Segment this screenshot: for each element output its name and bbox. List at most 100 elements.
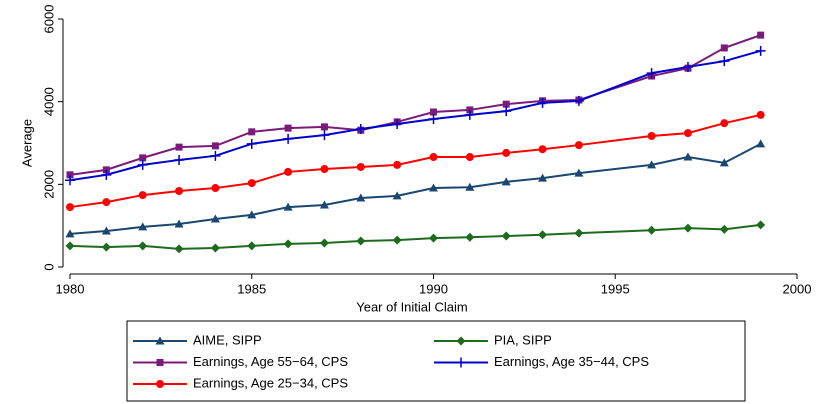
data-point xyxy=(138,241,148,251)
data-point xyxy=(284,124,292,132)
data-point xyxy=(647,225,657,235)
series-line xyxy=(69,142,762,235)
data-point xyxy=(502,100,510,108)
data-point xyxy=(210,243,220,253)
data-point xyxy=(137,159,148,170)
data-point xyxy=(319,130,330,141)
legend-marker xyxy=(156,359,164,366)
data-point xyxy=(757,31,765,39)
data-point xyxy=(428,114,439,125)
y-tick-label: 0 xyxy=(41,263,56,270)
data-point xyxy=(247,210,257,219)
legend-label: Earnings, Age 25−34, CPS xyxy=(193,375,348,390)
legend-marker xyxy=(156,380,164,388)
data-point xyxy=(138,222,148,231)
data-point xyxy=(756,110,765,119)
data-point xyxy=(646,68,657,79)
data-point xyxy=(756,220,766,230)
data-point xyxy=(574,228,584,238)
data-point xyxy=(464,109,475,120)
data-point xyxy=(320,123,328,131)
data-point xyxy=(101,242,111,252)
data-point xyxy=(429,183,438,192)
data-point xyxy=(211,142,219,150)
x-tick-label: 2000 xyxy=(783,281,812,296)
data-point xyxy=(755,45,766,56)
data-point xyxy=(647,131,656,140)
data-point xyxy=(211,184,220,193)
data-point xyxy=(65,175,75,186)
data-point xyxy=(392,118,403,129)
data-point xyxy=(719,158,729,167)
data-point xyxy=(320,165,329,174)
data-point xyxy=(319,238,329,248)
data-point xyxy=(246,138,257,149)
data-point xyxy=(356,236,366,246)
data-point xyxy=(430,108,437,116)
legend-label: PIA, SIPP xyxy=(494,332,552,347)
data-point xyxy=(720,44,728,52)
data-point xyxy=(502,148,511,157)
data-point xyxy=(66,203,74,212)
data-point xyxy=(465,232,475,242)
data-point xyxy=(101,169,112,180)
legend-box xyxy=(126,320,746,402)
data-point xyxy=(210,214,220,223)
data-point xyxy=(174,219,184,228)
x-axis-label: Year of Initial Claim xyxy=(356,299,468,314)
data-point xyxy=(573,95,584,106)
legend-marker xyxy=(155,336,165,345)
data-point xyxy=(65,241,75,251)
data-point xyxy=(465,153,474,162)
data-point xyxy=(138,191,147,200)
data-point xyxy=(248,128,256,136)
legend-marker xyxy=(456,336,466,346)
data-point xyxy=(501,106,512,117)
data-point xyxy=(174,244,184,254)
data-point xyxy=(175,186,184,195)
data-point xyxy=(682,61,693,72)
y-axis-label: Average xyxy=(19,119,34,167)
data-point xyxy=(719,56,730,67)
data-point xyxy=(683,223,693,233)
x-tick-label: 1990 xyxy=(419,281,448,296)
data-point xyxy=(465,182,475,191)
data-point xyxy=(175,143,183,151)
data-point xyxy=(538,173,548,182)
data-point xyxy=(538,145,547,154)
data-point xyxy=(392,191,402,200)
data-point xyxy=(247,179,256,188)
legend-marker xyxy=(456,357,466,368)
data-point xyxy=(501,231,511,241)
data-point xyxy=(283,133,294,144)
data-point xyxy=(101,226,111,235)
data-point xyxy=(139,154,147,162)
y-tick-label: 6000 xyxy=(41,5,56,34)
legend-label: Earnings, Age 55−64, CPS xyxy=(193,354,348,369)
series-line xyxy=(69,223,761,250)
y-tick-label: 4000 xyxy=(41,87,56,116)
data-point xyxy=(356,162,365,171)
data-point xyxy=(647,160,657,169)
data-point xyxy=(283,202,293,211)
data-point xyxy=(210,150,221,161)
data-point xyxy=(102,198,111,207)
data-point xyxy=(393,160,402,169)
data-point xyxy=(66,171,74,179)
data-point xyxy=(501,177,511,186)
data-point xyxy=(319,200,329,209)
data-point xyxy=(284,167,293,176)
data-point xyxy=(174,154,185,165)
x-tick-label: 1985 xyxy=(237,281,266,296)
data-point xyxy=(574,168,584,177)
data-point xyxy=(65,229,75,238)
data-point xyxy=(283,239,293,249)
data-point xyxy=(392,235,402,245)
data-point xyxy=(355,123,366,134)
series-line xyxy=(69,34,761,176)
data-point xyxy=(720,119,729,128)
legend-label: AIME, SIPP xyxy=(193,332,262,347)
data-point xyxy=(683,152,693,161)
data-point xyxy=(356,193,366,202)
